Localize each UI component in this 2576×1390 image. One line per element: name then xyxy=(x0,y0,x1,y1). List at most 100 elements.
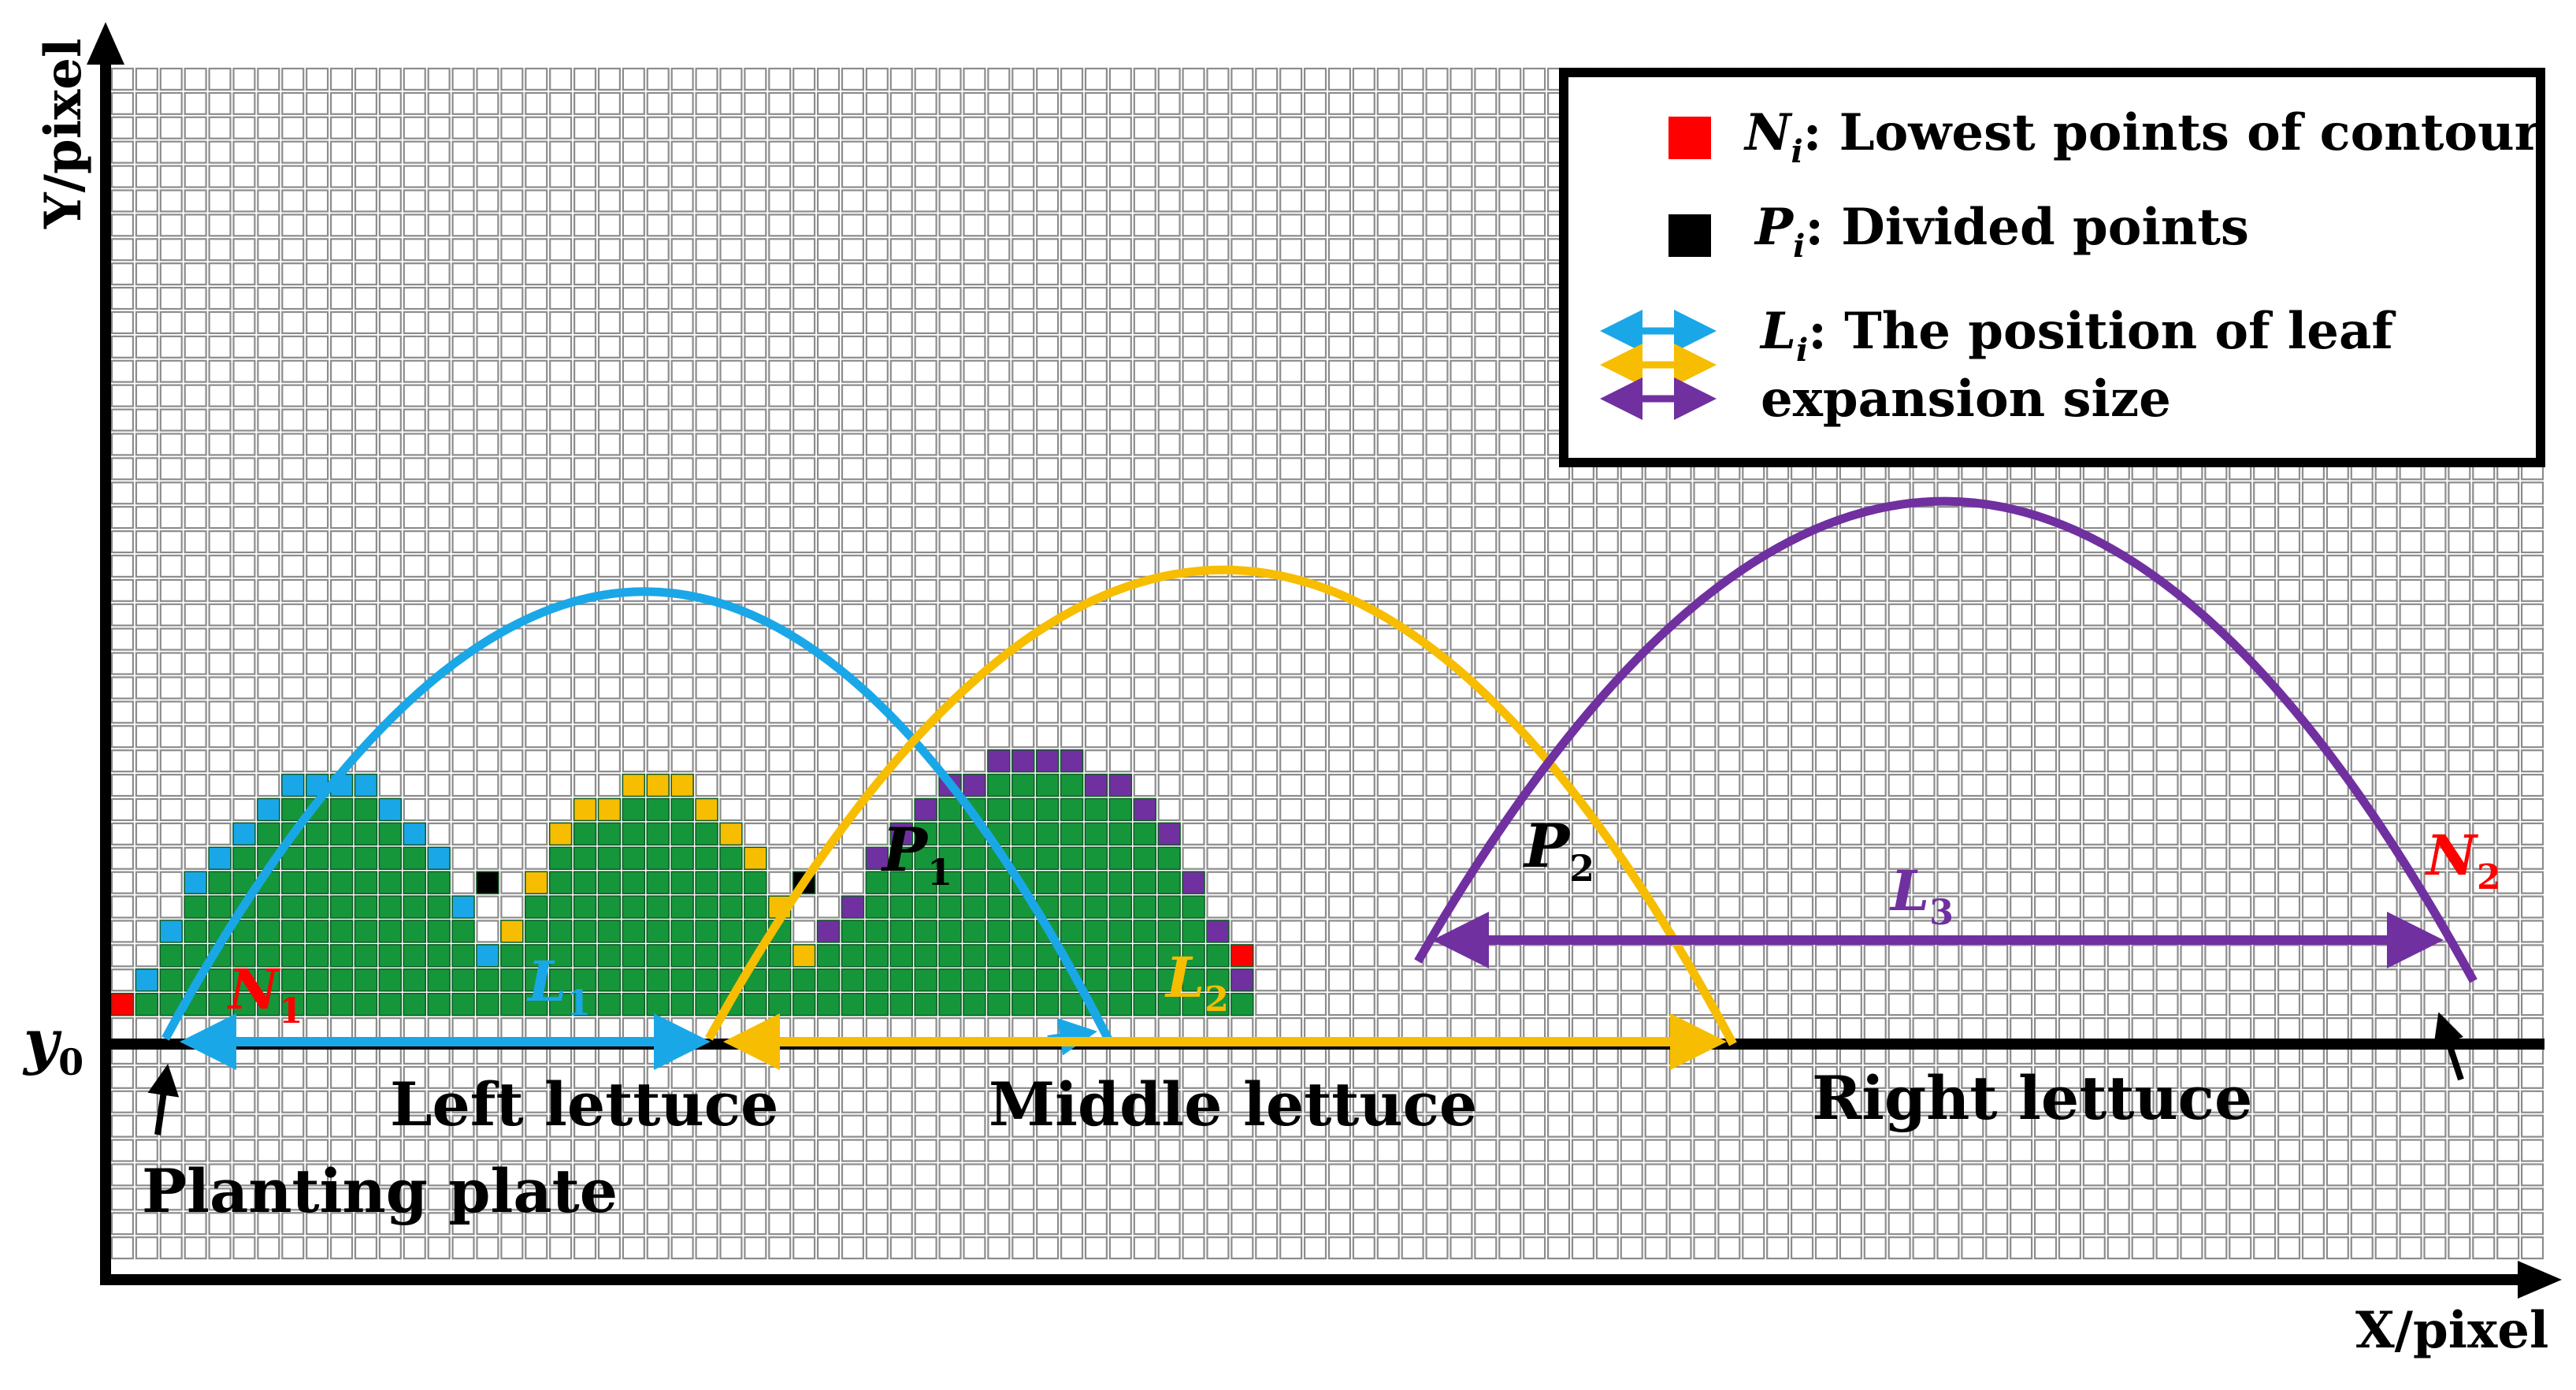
canopy-pixel xyxy=(865,895,889,919)
canopy-pixel xyxy=(792,992,816,1016)
left-lettuce-curve xyxy=(161,587,1115,1046)
contour-pixel xyxy=(1035,749,1060,773)
canopy-pixel xyxy=(208,895,232,919)
canopy-pixel xyxy=(938,920,962,943)
contour-pixel xyxy=(135,968,159,992)
legend: Ni: Lowest points of contour Pi: Divided… xyxy=(1559,68,2545,467)
contour-pixel xyxy=(841,895,865,919)
contour-pixel xyxy=(232,822,256,846)
canopy-pixel xyxy=(938,968,962,992)
canopy-pixel xyxy=(1084,871,1108,894)
canopy-pixel xyxy=(744,992,767,1016)
canopy-pixel xyxy=(403,968,426,992)
contour-pixel xyxy=(597,797,622,822)
canopy-pixel xyxy=(670,968,694,992)
canopy-pixel xyxy=(451,920,475,943)
canopy-pixel xyxy=(257,944,280,968)
canopy-pixel xyxy=(792,968,816,992)
canopy-pixel xyxy=(670,822,694,846)
canopy-pixel xyxy=(305,871,329,894)
canopy-pixel xyxy=(1182,992,1205,1016)
x-axis-arrowhead-icon xyxy=(2518,1261,2562,1299)
l1-label: L1 xyxy=(526,949,591,1024)
contour-pixel xyxy=(403,822,426,846)
contour-pixel xyxy=(525,871,548,894)
canopy-pixel xyxy=(1060,797,1084,822)
canopy-pixel xyxy=(1035,992,1060,1016)
canopy-pixel xyxy=(548,846,573,870)
contour-pixel xyxy=(987,749,1011,773)
canopy-pixel xyxy=(1133,846,1156,870)
canopy-pixel xyxy=(1084,944,1108,968)
canopy-pixel xyxy=(573,920,597,943)
canopy-pixel xyxy=(329,968,354,992)
legend-red-square-icon xyxy=(1668,117,1711,159)
canopy-pixel xyxy=(938,846,962,870)
canopy-pixel xyxy=(1011,822,1035,846)
legend-arrows-icon xyxy=(1600,310,1717,420)
canopy-pixel xyxy=(719,871,743,894)
canopy-pixel xyxy=(354,920,378,943)
canopy-pixel xyxy=(695,822,718,846)
canopy-pixel xyxy=(1157,944,1181,968)
canopy-pixel xyxy=(1060,773,1084,797)
canopy-pixel xyxy=(403,895,426,919)
right-lettuce-label: Right lettuce xyxy=(1812,1063,2252,1133)
canopy-pixel xyxy=(670,992,694,1016)
canopy-pixel xyxy=(622,895,646,919)
contour-pixel xyxy=(500,920,524,943)
contour-pixel xyxy=(792,944,816,968)
canopy-pixel xyxy=(1084,822,1108,846)
canopy-pixel xyxy=(719,944,743,968)
n2-label: N2 xyxy=(2425,823,2501,898)
canopy-pixel xyxy=(1206,968,1230,992)
canopy-pixel xyxy=(159,968,183,992)
canopy-pixel xyxy=(889,920,913,943)
contour-pixel xyxy=(1011,749,1035,773)
canopy-pixel xyxy=(329,871,354,894)
canopy-pixel xyxy=(597,871,622,894)
canopy-pixel xyxy=(841,920,865,943)
canopy-pixel xyxy=(548,968,573,992)
canopy-pixel xyxy=(865,871,889,894)
canopy-pixel xyxy=(257,822,280,846)
canopy-pixel xyxy=(914,968,937,992)
canopy-pixel xyxy=(1060,846,1084,870)
canopy-pixel xyxy=(329,797,354,822)
canopy-pixel xyxy=(354,992,378,1016)
canopy-pixel xyxy=(597,822,622,846)
canopy-pixel xyxy=(476,968,499,992)
y-axis-label: Y/pixel xyxy=(34,39,93,229)
canopy-pixel xyxy=(573,992,597,1016)
canopy-pixel xyxy=(1084,846,1108,870)
canopy-pixel xyxy=(1108,968,1133,992)
canopy-pixel xyxy=(938,797,962,822)
pixel-grid xyxy=(110,67,2544,1260)
canopy-pixel xyxy=(525,920,548,943)
canopy-pixel xyxy=(427,944,451,968)
canopy-pixel xyxy=(1182,920,1205,943)
canopy-pixel xyxy=(987,944,1011,968)
canopy-pixel xyxy=(1182,944,1205,968)
contour-pixel xyxy=(427,846,451,870)
contour-pixel xyxy=(1133,797,1156,822)
p2-label: P2 xyxy=(1523,811,1594,890)
canopy-pixel xyxy=(305,822,329,846)
canopy-pixel xyxy=(427,895,451,919)
right-lettuce-curve xyxy=(1414,496,2478,983)
canopy-pixel xyxy=(500,944,524,968)
legend-item-lowest-points: Ni: Lowest points of contour xyxy=(1743,103,2542,170)
canopy-pixel xyxy=(597,992,622,1016)
canopy-pixel xyxy=(548,895,573,919)
canopy-pixel xyxy=(1108,920,1133,943)
contour-pixel xyxy=(1084,773,1108,797)
l2-label: L2 xyxy=(1164,945,1229,1020)
contour-pixel xyxy=(1182,871,1205,894)
canopy-pixel xyxy=(476,992,499,1016)
canopy-pixel xyxy=(548,920,573,943)
canopy-pixel xyxy=(695,992,718,1016)
canopy-pixel xyxy=(281,871,305,894)
canopy-pixel xyxy=(1011,797,1035,822)
canopy-pixel xyxy=(670,846,694,870)
canopy-pixel xyxy=(305,846,329,870)
